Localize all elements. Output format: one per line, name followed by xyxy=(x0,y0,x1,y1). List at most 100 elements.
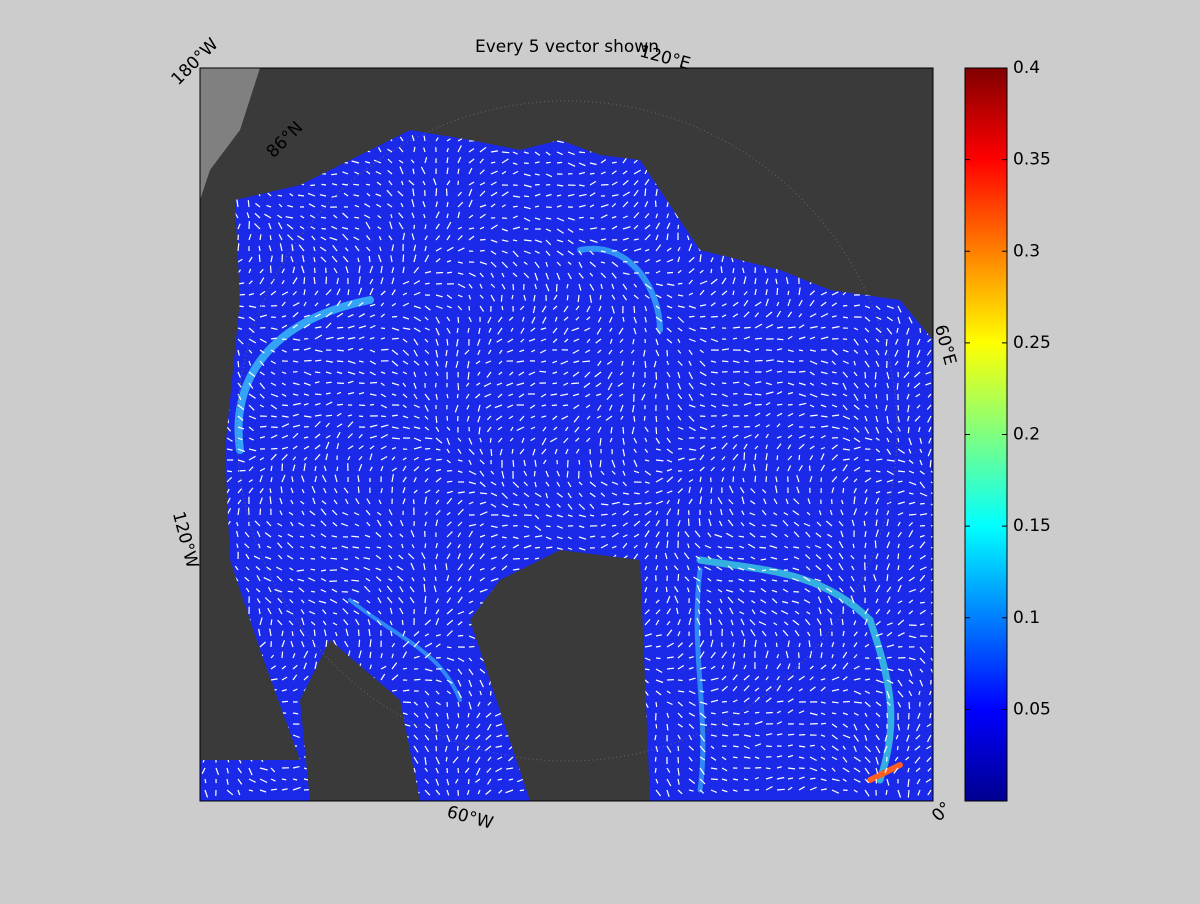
vector xyxy=(832,713,836,714)
vector xyxy=(864,521,865,526)
vector xyxy=(278,195,282,196)
vector xyxy=(908,790,909,798)
vector xyxy=(678,225,679,229)
vector xyxy=(248,200,249,207)
vector xyxy=(711,488,712,494)
vector xyxy=(304,277,305,284)
vector xyxy=(667,273,673,274)
vector xyxy=(392,690,397,691)
vector xyxy=(876,779,877,784)
vector xyxy=(909,514,916,515)
vector xyxy=(520,790,524,791)
colorbar-tick-label: 0.05 xyxy=(1013,699,1051,719)
vector xyxy=(314,630,315,636)
colorbar-tick-label: 0.2 xyxy=(1013,425,1040,445)
vector xyxy=(557,284,558,292)
vector xyxy=(842,619,843,625)
vector xyxy=(238,243,239,251)
vector xyxy=(744,639,745,647)
vector xyxy=(739,536,744,537)
vector xyxy=(678,574,679,581)
vector xyxy=(414,499,415,504)
vector xyxy=(447,647,451,648)
vector xyxy=(502,152,509,153)
vector xyxy=(678,283,682,284)
vector xyxy=(799,371,805,372)
vector xyxy=(513,515,517,516)
vector xyxy=(678,680,683,681)
vector xyxy=(810,778,816,779)
vector xyxy=(733,382,739,383)
vector xyxy=(311,569,315,570)
vector xyxy=(634,416,635,422)
vector xyxy=(755,361,763,362)
vector xyxy=(656,372,657,380)
vector xyxy=(777,288,778,295)
vector xyxy=(259,255,260,262)
vector xyxy=(634,514,638,515)
vector xyxy=(711,317,718,318)
vector xyxy=(645,669,650,670)
vector xyxy=(733,338,737,339)
vector xyxy=(480,493,487,494)
colorbar-tick-label: 0.1 xyxy=(1013,608,1040,628)
vector xyxy=(655,757,656,762)
vector xyxy=(205,779,206,783)
vector xyxy=(788,734,794,735)
vector xyxy=(381,349,388,350)
vector xyxy=(425,283,430,284)
vector xyxy=(392,438,400,439)
vector xyxy=(535,185,540,186)
vector xyxy=(326,640,327,647)
vector xyxy=(370,652,371,658)
vector xyxy=(435,577,436,581)
vector xyxy=(436,383,437,387)
vector xyxy=(469,779,470,784)
vector xyxy=(930,460,931,467)
vector xyxy=(425,543,426,548)
vector xyxy=(700,316,705,317)
vector xyxy=(777,371,782,372)
vector xyxy=(480,251,485,252)
vector xyxy=(436,273,443,274)
vector xyxy=(776,643,777,647)
vector xyxy=(381,416,386,417)
vector xyxy=(227,471,232,472)
vector xyxy=(270,235,271,240)
vector xyxy=(755,338,762,339)
vector xyxy=(553,383,558,384)
vector xyxy=(369,256,370,262)
vector xyxy=(832,702,839,703)
vector xyxy=(315,268,316,273)
vector xyxy=(480,240,486,241)
lon-label: 120°W xyxy=(168,510,202,571)
vector xyxy=(755,454,756,460)
vector xyxy=(491,691,492,696)
vector xyxy=(501,295,502,302)
vector xyxy=(300,536,304,537)
vector xyxy=(414,679,420,680)
vector xyxy=(666,587,667,592)
vector xyxy=(436,416,437,423)
vector xyxy=(799,350,803,351)
vector xyxy=(820,629,821,637)
vector xyxy=(678,509,679,515)
lon-label: 60°W xyxy=(445,802,496,834)
vector xyxy=(557,162,562,163)
vector xyxy=(766,746,772,747)
vector xyxy=(875,540,876,548)
vector xyxy=(810,745,815,746)
vector xyxy=(733,477,734,483)
vector xyxy=(513,460,514,467)
vector xyxy=(634,306,635,313)
vector xyxy=(447,481,452,482)
vector xyxy=(678,532,679,537)
vector xyxy=(655,768,656,773)
vector xyxy=(711,499,712,504)
vector xyxy=(821,327,826,328)
vector xyxy=(271,619,272,625)
vector xyxy=(909,702,910,709)
colorbar-tick-label: 0.3 xyxy=(1013,241,1040,261)
